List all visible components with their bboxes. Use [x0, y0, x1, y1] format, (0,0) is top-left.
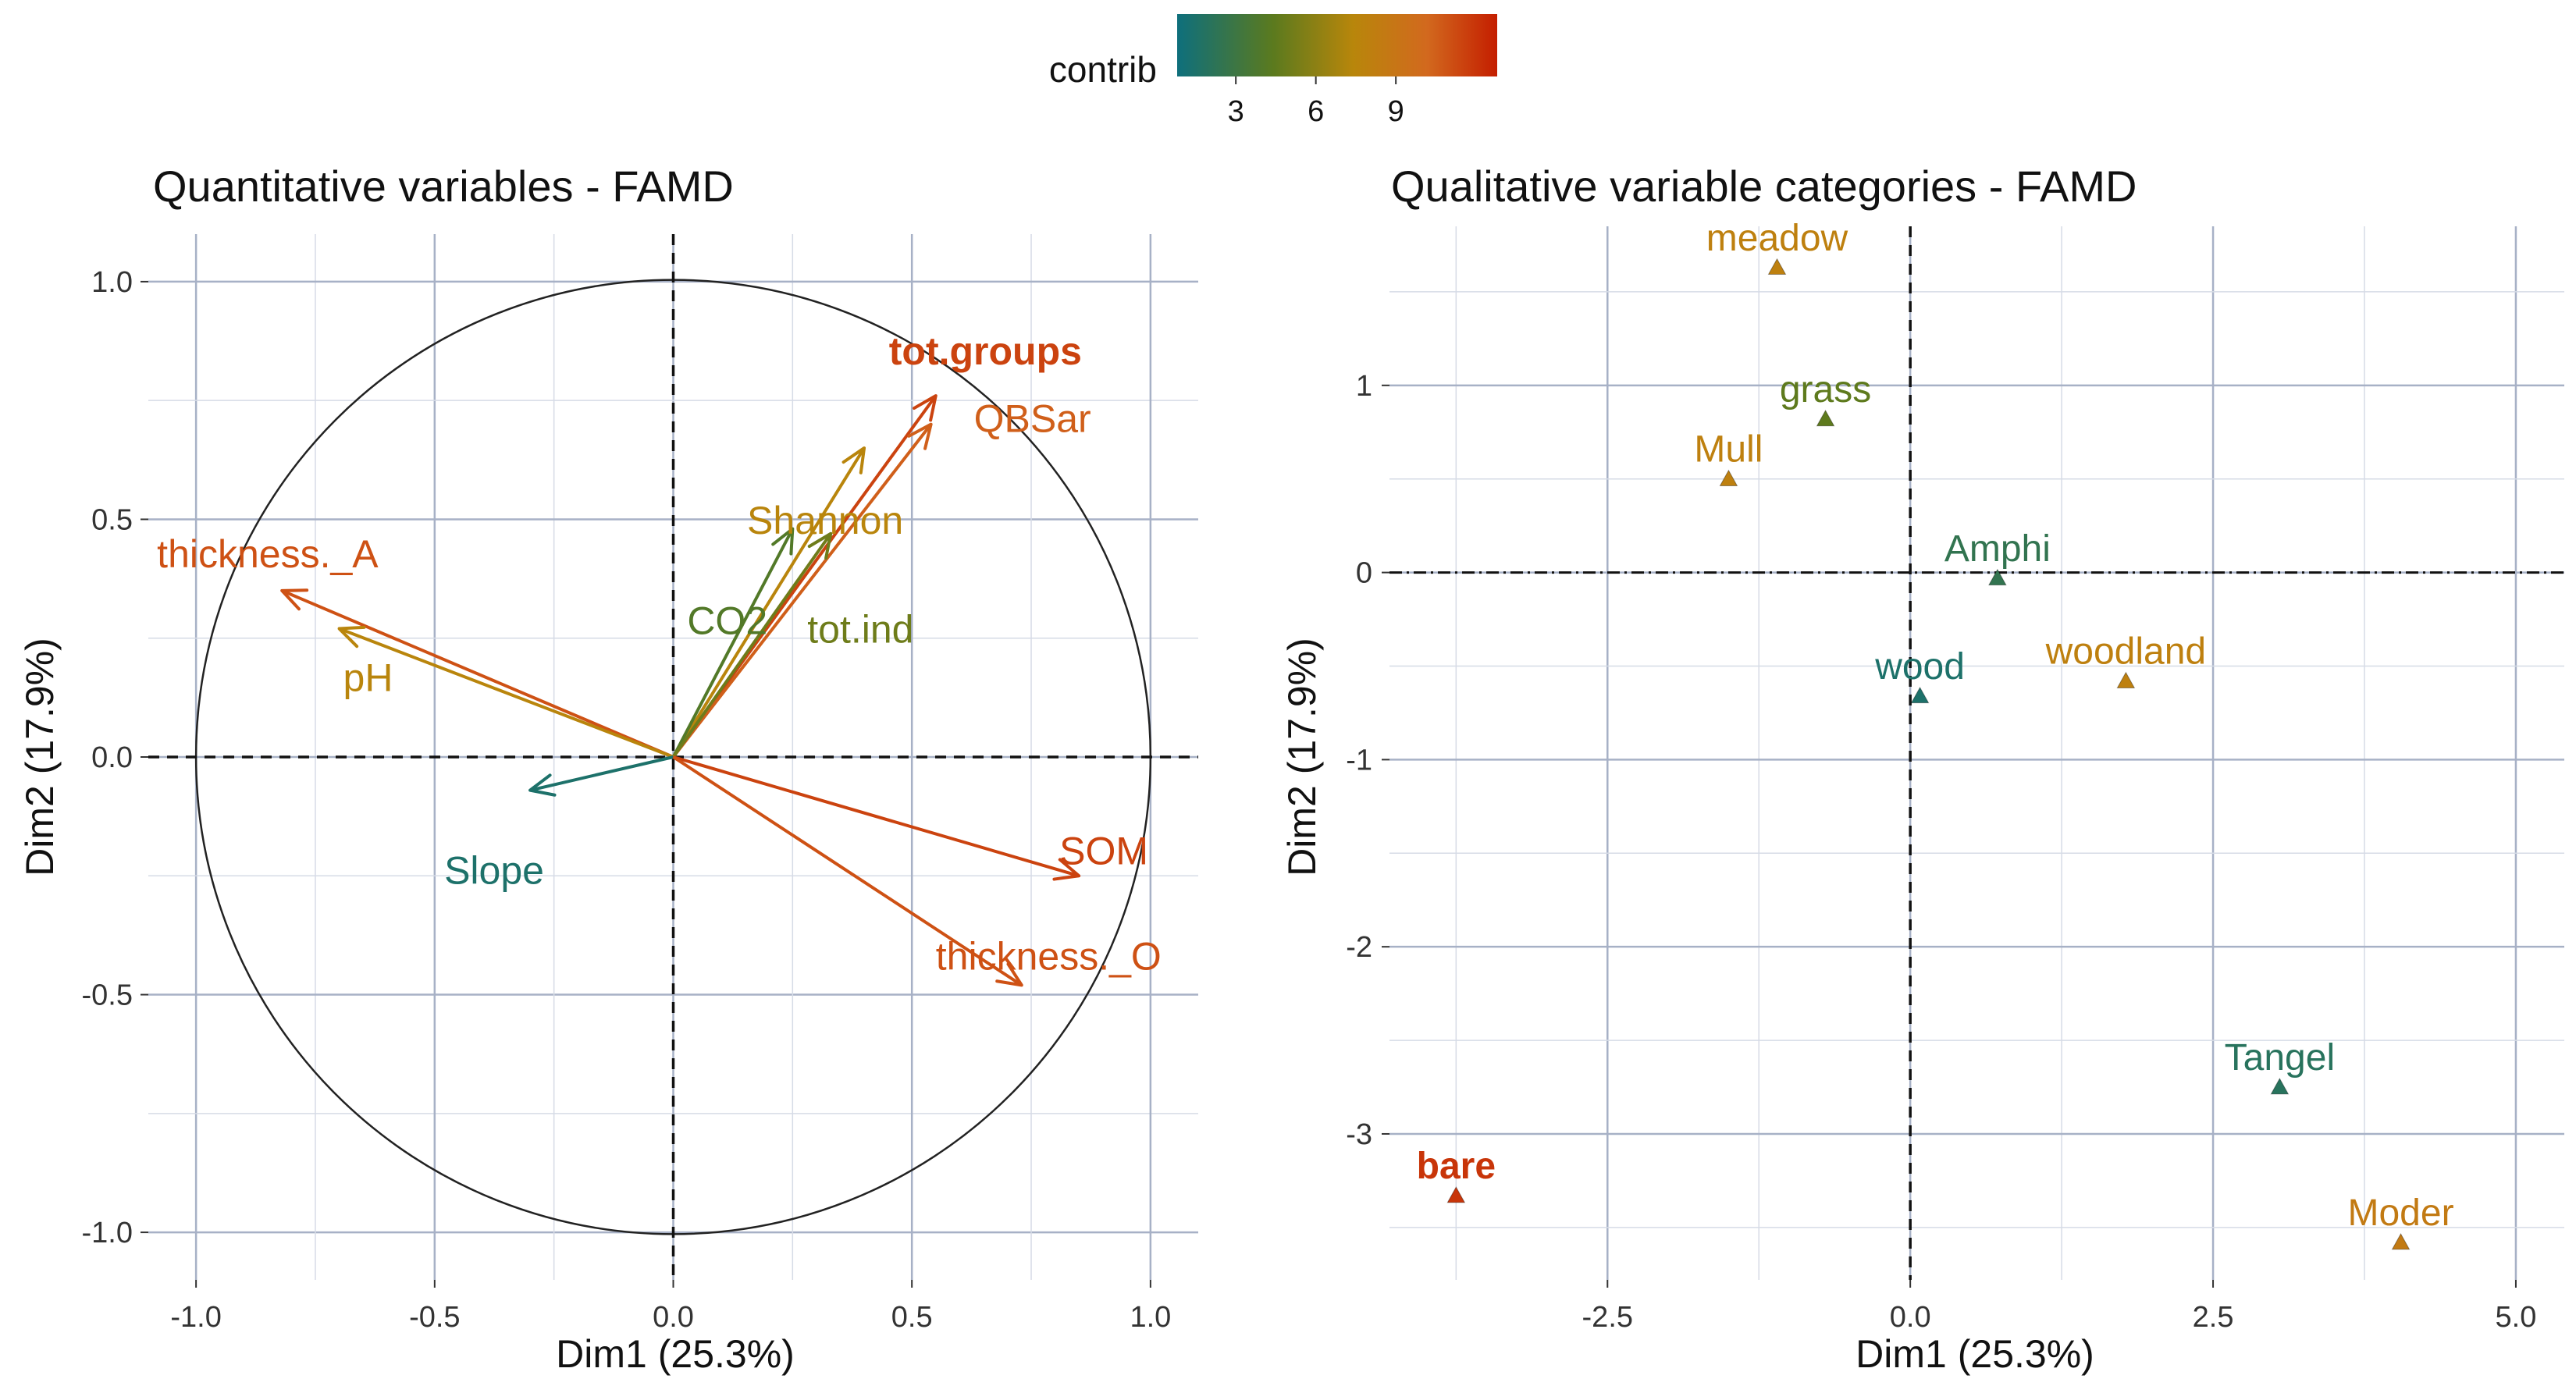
category-label-Moder: Moder	[2348, 1192, 2454, 1234]
left-x-tick-labels: -1.0 -0.5 0.0 0.5 1.0	[170, 1280, 1171, 1334]
y-tick-label: 0	[1356, 557, 1372, 590]
variable-label-tot.ind: tot.ind	[807, 608, 913, 652]
variable-label-thickness._A: thickness._A	[157, 532, 379, 576]
y-tick-label: 0.0	[91, 741, 133, 774]
legend-tick-label: 9	[1388, 95, 1404, 128]
legend-colorbar	[1177, 14, 1497, 76]
category-point-grass	[1816, 409, 1835, 427]
y-tick-label: -3	[1346, 1118, 1372, 1151]
category-labels: meadow grass Mull Amphi wood woodland Tangel ba…	[1417, 218, 2454, 1234]
category-points	[1446, 258, 2411, 1250]
right-zero-lines	[1389, 226, 2564, 1280]
category-point-Amphi	[1988, 568, 2007, 586]
variable-label-CO2: CO2	[687, 599, 767, 643]
category-label-Amphi: Amphi	[1944, 528, 2051, 570]
category-label-Mull: Mull	[1694, 429, 1763, 471]
left-chart-title: Quantitative variables - FAMD	[153, 162, 734, 211]
x-tick-label: -0.5	[409, 1301, 460, 1334]
variable-arrows	[280, 394, 1081, 987]
x-tick-label: 1.0	[1130, 1301, 1171, 1334]
arrow-Slope	[528, 755, 674, 797]
y-tick-label: 1.0	[91, 266, 133, 299]
variable-label-SOM: SOM	[1059, 829, 1148, 872]
legend-tick-label: 3	[1228, 95, 1244, 128]
y-tick-label: -1	[1346, 744, 1372, 777]
arrow-Shannon	[671, 446, 866, 759]
y-tick-label: -0.5	[82, 979, 133, 1012]
category-label-Tangel: Tangel	[2225, 1037, 2335, 1079]
variable-label-Shannon: Shannon	[747, 499, 903, 542]
x-tick-label: 5.0	[2496, 1301, 2537, 1334]
category-point-Tangel	[2270, 1077, 2290, 1095]
right-x-tick-labels: -2.5 0.0 2.5 5.0	[1582, 1280, 2537, 1334]
variable-label-pH: pH	[343, 656, 393, 700]
x-tick-label: 0.0	[653, 1301, 694, 1334]
arrow-thickness._O	[672, 755, 1023, 987]
variable-label-Slope: Slope	[444, 849, 544, 893]
category-label-wood: wood	[1874, 646, 1965, 688]
right-y-axis-label: Dim2 (17.9%)	[1280, 638, 1324, 876]
y-tick-label: 0.5	[91, 503, 133, 536]
variable-labels: tot.groups QBSar Shannon CO2 tot.ind thicknes…	[157, 329, 1162, 978]
left-x-axis-label: Dim1 (25.3%)	[556, 1332, 795, 1376]
x-tick-label: -2.5	[1582, 1301, 1633, 1334]
right-y-tick-labels: -3 -2 -1 0 1	[1346, 370, 1389, 1151]
arrow-thickness._A	[280, 588, 674, 759]
y-tick-label: -2	[1346, 931, 1372, 964]
arrow-tot.ind	[671, 531, 833, 759]
right-grid	[1389, 226, 2564, 1280]
category-point-bare	[1446, 1186, 1466, 1203]
category-point-Moder	[2391, 1233, 2411, 1250]
contrib-legend: contrib 3 6 9	[1049, 14, 1497, 128]
x-tick-label: 0.5	[891, 1301, 933, 1334]
x-tick-label: 2.5	[2193, 1301, 2234, 1334]
right-x-axis-label: Dim1 (25.3%)	[1856, 1332, 2094, 1376]
category-label-meadow: meadow	[1706, 218, 1848, 259]
category-label-bare: bare	[1417, 1146, 1496, 1187]
qualitative-panel: Qualitative variable categories - FAMD m…	[1280, 162, 2564, 1376]
legend-tick-label: 6	[1308, 95, 1324, 128]
left-y-tick-labels: -1.0 -0.5 0.0 0.5 1.0	[82, 266, 148, 1249]
category-point-wood	[1910, 686, 1930, 704]
arrow-pH	[337, 625, 674, 759]
variable-label-QBSar: QBSar	[974, 397, 1091, 441]
legend-ticks: 3 6 9	[1228, 76, 1404, 128]
arrow-QBSar	[671, 422, 933, 759]
x-tick-label: -1.0	[170, 1301, 221, 1334]
y-tick-label: -1.0	[82, 1217, 133, 1249]
variable-label-thickness._O: thickness._O	[936, 934, 1162, 978]
arrow-SOM	[672, 755, 1081, 881]
right-chart-title: Qualitative variable categories - FAMD	[1391, 162, 2137, 211]
category-label-grass: grass	[1780, 369, 1871, 410]
quantitative-panel: Quantitative variables - FAMD tot.groups…	[18, 162, 1198, 1376]
category-point-Mull	[1719, 469, 1738, 487]
category-label-woodland: woodland	[2045, 631, 2207, 673]
arrow-CO2	[671, 527, 795, 758]
y-tick-label: 1	[1356, 370, 1372, 403]
category-point-meadow	[1767, 258, 1787, 275]
left-y-axis-label: Dim2 (17.9%)	[18, 638, 62, 876]
variable-label-tot.groups: tot.groups	[889, 329, 1082, 373]
x-tick-label: 0.0	[1890, 1301, 1931, 1334]
category-point-woodland	[2116, 671, 2136, 688]
legend-title: contrib	[1049, 49, 1157, 90]
